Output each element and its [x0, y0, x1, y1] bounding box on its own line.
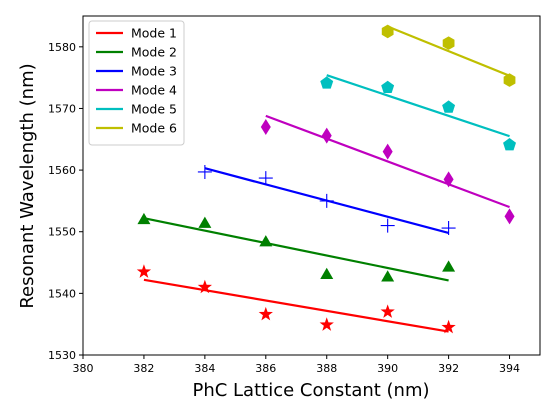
mode-4-fit-line — [265, 114, 510, 209]
plot-frame — [82, 15, 541, 356]
mode-3-point — [380, 218, 395, 233]
mode-3-point — [441, 221, 456, 236]
mode-3-point — [197, 164, 212, 179]
fit-lines — [143, 25, 510, 333]
x-axis-label: PhC Lattice Constant (nm) — [192, 380, 429, 401]
data-markers — [136, 24, 516, 334]
legend-label-mode-4: Mode 4 — [131, 83, 177, 98]
plot-border — [82, 15, 541, 356]
mode-1-point — [258, 306, 273, 321]
mode-4-point — [321, 127, 332, 144]
x-tick-label: 382 — [133, 362, 154, 375]
mode-6-point — [381, 24, 394, 39]
legend-label-mode-6: Mode 6 — [131, 121, 177, 136]
mode-5-point — [320, 76, 334, 89]
mode-4-point — [382, 143, 393, 160]
mode-2-fit-line — [143, 217, 449, 282]
mode-5-point — [503, 138, 516, 151]
legend: Mode 1 Mode 2 Mode 3 Mode 4 Mode 5 Mode 6 — [88, 20, 185, 146]
mode-2-point — [320, 267, 334, 280]
y-tick-label: 1570 — [48, 102, 76, 115]
y-tick-label: 1550 — [48, 226, 76, 239]
mode-6-point — [442, 36, 455, 50]
mode-2-point — [198, 216, 212, 228]
mode-5-point — [442, 100, 456, 113]
y-axis-ticks: 1530 1540 1550 1560 1570 1580 — [48, 41, 83, 362]
mode-1-fit-line — [143, 278, 449, 333]
mode-6-fit-line — [387, 25, 510, 77]
mode-3-point — [258, 171, 273, 186]
mode-2-point — [259, 235, 273, 247]
y-tick-label: 1530 — [48, 349, 76, 362]
y-tick-label: 1560 — [48, 164, 76, 177]
mode-6-point — [503, 73, 516, 87]
mode-2-point — [137, 212, 151, 225]
mode-5-fit-line — [326, 74, 510, 138]
x-tick-label: 386 — [255, 362, 276, 375]
mode-1-point — [197, 279, 212, 294]
x-tick-label: 394 — [499, 362, 520, 375]
mode-2-point — [442, 260, 456, 272]
mode-1-point — [319, 317, 334, 331]
mode-2-point — [381, 270, 395, 282]
x-axis-ticks: 380 382 384 386 388 390 392 394 — [73, 355, 520, 375]
mode-1-point — [380, 304, 395, 318]
x-tick-label: 388 — [316, 362, 337, 375]
mode-5-point — [381, 80, 395, 93]
legend-label-mode-3: Mode 3 — [131, 64, 177, 79]
legend-label-mode-5: Mode 5 — [131, 102, 177, 117]
y-tick-label: 1580 — [48, 41, 76, 54]
x-tick-label: 390 — [377, 362, 398, 375]
x-tick-label: 384 — [194, 362, 215, 375]
y-axis-label: Resonant Wavelength (nm) — [17, 63, 38, 308]
mode-4-point — [443, 171, 454, 188]
x-tick-label: 392 — [438, 362, 459, 375]
mode-1-point — [136, 264, 152, 278]
x-tick-label: 380 — [73, 362, 94, 375]
mode-4-point — [260, 118, 271, 135]
mode-4-point — [504, 208, 515, 225]
mode-3-point — [319, 193, 334, 208]
mode-1-point — [441, 319, 456, 334]
legend-label-mode-2: Mode 2 — [131, 45, 177, 60]
legend-label-mode-1: Mode 1 — [131, 26, 177, 41]
y-tick-label: 1540 — [48, 287, 76, 300]
